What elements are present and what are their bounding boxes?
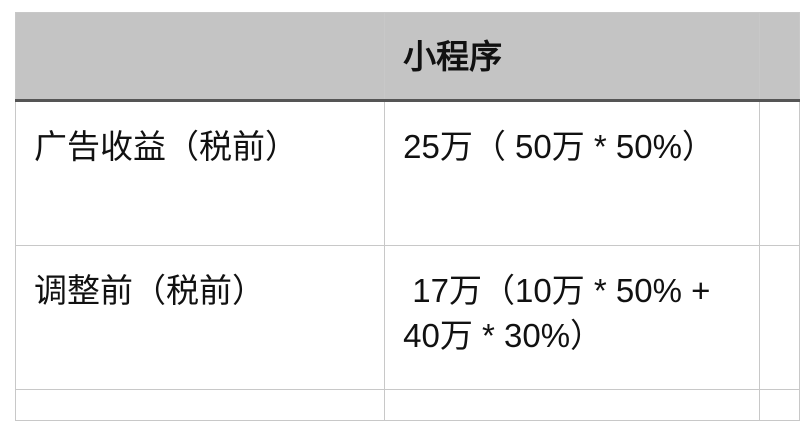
row-value: 17万（10万 * 50% + 40万 * 30%） bbox=[384, 245, 761, 390]
header-cell-next bbox=[759, 12, 800, 102]
table-header-row: 小程序 bbox=[14, 12, 800, 102]
row-value-next bbox=[759, 389, 800, 421]
table-row bbox=[14, 389, 800, 421]
row-label bbox=[14, 389, 386, 421]
table-row: 广告收益（税前） 25万（ 50万 * 50%） bbox=[14, 100, 800, 246]
row-label: 调整前（税前） bbox=[14, 245, 386, 390]
row-value: 25万（ 50万 * 50%） bbox=[384, 100, 761, 246]
header-cell-empty bbox=[14, 12, 386, 102]
row-label: 广告收益（税前） bbox=[14, 100, 386, 246]
data-table: 小程序 广告收益（税前） 25万（ 50万 * 50%） 调整前（税前） 17万… bbox=[14, 12, 800, 421]
table-row: 调整前（税前） 17万（10万 * 50% + 40万 * 30%） bbox=[14, 245, 800, 390]
row-value-next bbox=[759, 100, 800, 246]
row-value bbox=[384, 389, 761, 421]
row-value-next bbox=[759, 245, 800, 390]
header-cell-mini-program: 小程序 bbox=[384, 12, 761, 102]
